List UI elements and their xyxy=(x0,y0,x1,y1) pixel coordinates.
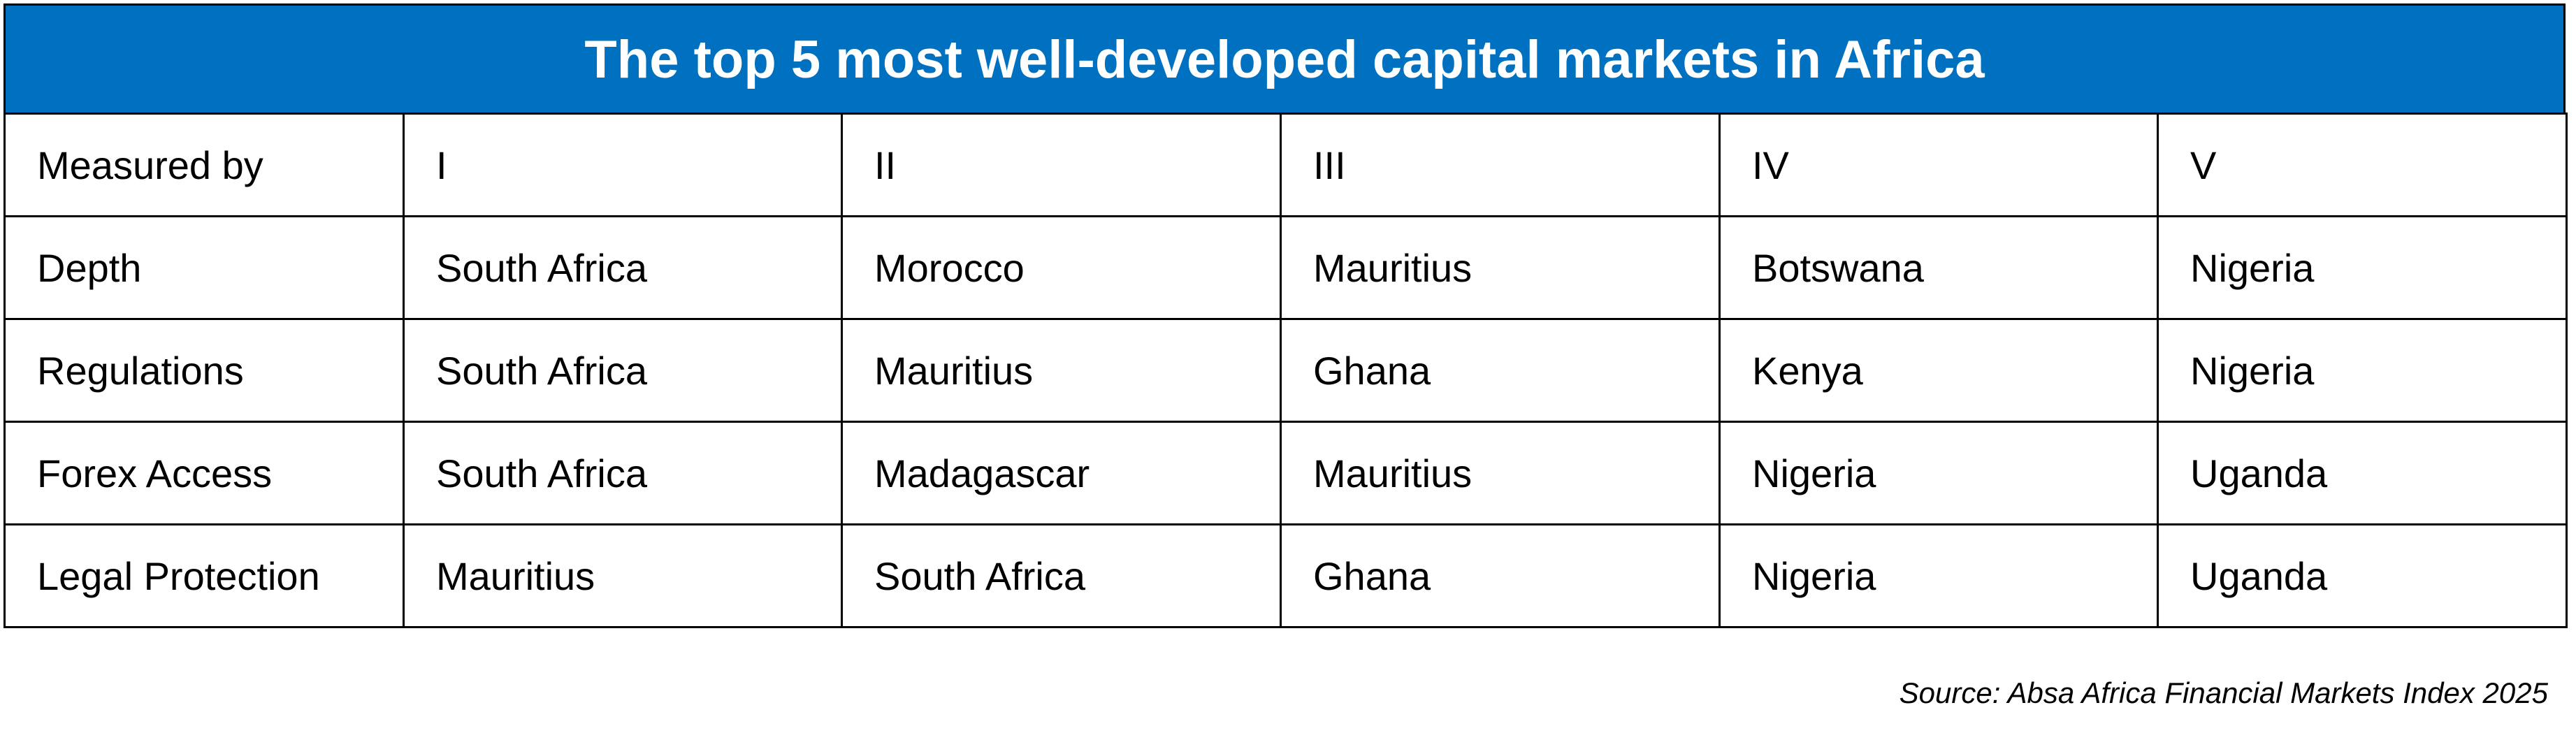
row-label: Regulations xyxy=(3,318,405,423)
cell: Nigeria xyxy=(2157,215,2568,320)
table-body: Measured by I II III IV V Depth South Africa Mor… xyxy=(3,113,2568,628)
cell: Uganda xyxy=(2157,421,2568,525)
cell: Nigeria xyxy=(1718,421,2159,525)
table: Measured by I II III IV V Depth South Africa Mor… xyxy=(3,113,2568,628)
row-label: Forex Access xyxy=(3,421,405,525)
table-row: Legal Protection Mauritius South Africa Gha… xyxy=(3,523,2568,628)
cell: Ghana xyxy=(1280,523,1721,628)
cell: South Africa xyxy=(403,318,843,423)
cell: Mauritius xyxy=(403,523,843,628)
cell: Mauritius xyxy=(1280,215,1721,320)
cell: I xyxy=(403,113,843,217)
header-row: Measured by I II III IV V xyxy=(3,113,2568,217)
cell: South Africa xyxy=(403,215,843,320)
cell: South Africa xyxy=(403,421,843,525)
table-row: Depth South Africa Morocco Mauritius Botswan… xyxy=(3,215,2568,320)
cell: Kenya xyxy=(1718,318,2159,423)
cell: Uganda xyxy=(2157,523,2568,628)
table-row: Forex Access South Africa Madagascar Maurit… xyxy=(3,421,2568,525)
cell: V xyxy=(2157,113,2568,217)
cell: IV xyxy=(1718,113,2159,217)
cell: II xyxy=(841,113,1282,217)
cell: Nigeria xyxy=(1718,523,2159,628)
row-label: Depth xyxy=(3,215,405,320)
cell: Madagascar xyxy=(841,421,1282,525)
row-label: Legal Protection xyxy=(3,523,405,628)
table-row: Regulations South Africa Mauritius Ghana Ken… xyxy=(3,318,2568,423)
cell: Mauritius xyxy=(841,318,1282,423)
cell: South Africa xyxy=(841,523,1282,628)
table-title: The top 5 most well-developed capital ma… xyxy=(3,3,2566,113)
cell: Mauritius xyxy=(1280,421,1721,525)
source-note: Source: Absa Africa Financial Markets In… xyxy=(1899,676,2548,709)
cell: Morocco xyxy=(841,215,1282,320)
cell: Nigeria xyxy=(2157,318,2568,423)
cell: Botswana xyxy=(1718,215,2159,320)
table-container: The top 5 most well-developed capital ma… xyxy=(3,3,2568,628)
cell: Ghana xyxy=(1280,318,1721,423)
cell: III xyxy=(1280,113,1721,217)
row-label: Measured by xyxy=(3,113,405,217)
